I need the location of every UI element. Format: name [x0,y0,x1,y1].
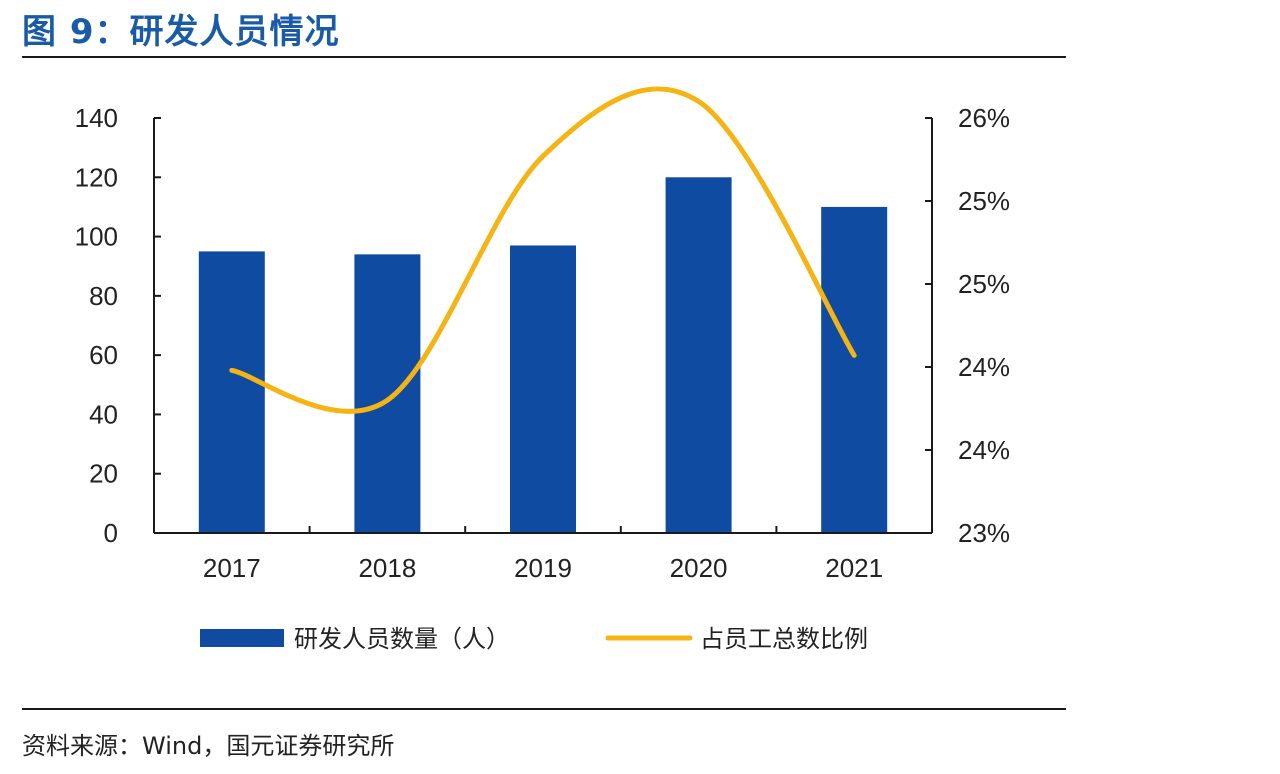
legend-line-label: 占员工总数比例 [700,625,868,653]
legend-bar-label: 研发人员数量（人） [294,625,510,653]
bar-2021 [821,206,888,533]
right-tick-label: 24% [958,435,1010,465]
tick-labels: 0 20 40 60 80 100 120 140 23% 24% 24% 25% 25% 26% 2017… [75,103,1010,583]
bar-series [198,177,888,534]
left-tick-label: 80 [89,281,118,311]
right-tick-label: 24% [958,352,1010,382]
left-tick-label: 60 [89,340,118,370]
legend-bar-swatch [200,629,284,647]
left-tick-label: 120 [75,162,118,192]
right-tick-label: 25% [958,269,1010,299]
bar-2018 [354,254,421,533]
figure-title: 图 9：研发人员情况 [22,12,340,52]
legend: 研发人员数量（人） 占员工总数比例 [200,625,868,653]
x-tick-label: 2017 [203,553,261,583]
bar-2020 [665,177,732,534]
left-tick-label: 140 [75,103,118,133]
right-tick-label: 25% [958,186,1010,216]
left-tick-label: 40 [89,399,118,429]
right-tick-label: 26% [958,103,1010,133]
left-tick-label: 20 [89,459,118,489]
chart: 0 20 40 60 80 100 120 140 23% 24% 24% 25% 25% 26% 2017… [75,86,1010,653]
bar-2019 [510,245,576,533]
source-note: 资料来源：Wind，国元证券研究所 [22,732,395,760]
right-tick-label: 23% [958,518,1010,548]
ratio-line [229,86,857,414]
title-divider [22,56,1066,58]
x-tick-label: 2018 [358,553,416,583]
x-tick-label: 2020 [670,553,728,583]
line-series [229,86,857,414]
axes [153,117,933,534]
x-tick-label: 2019 [514,553,572,583]
bar-2017 [198,251,265,533]
x-tick-label: 2021 [825,553,883,583]
source-divider [22,708,1066,710]
left-tick-label: 0 [104,518,118,548]
left-tick-label: 100 [75,222,118,252]
